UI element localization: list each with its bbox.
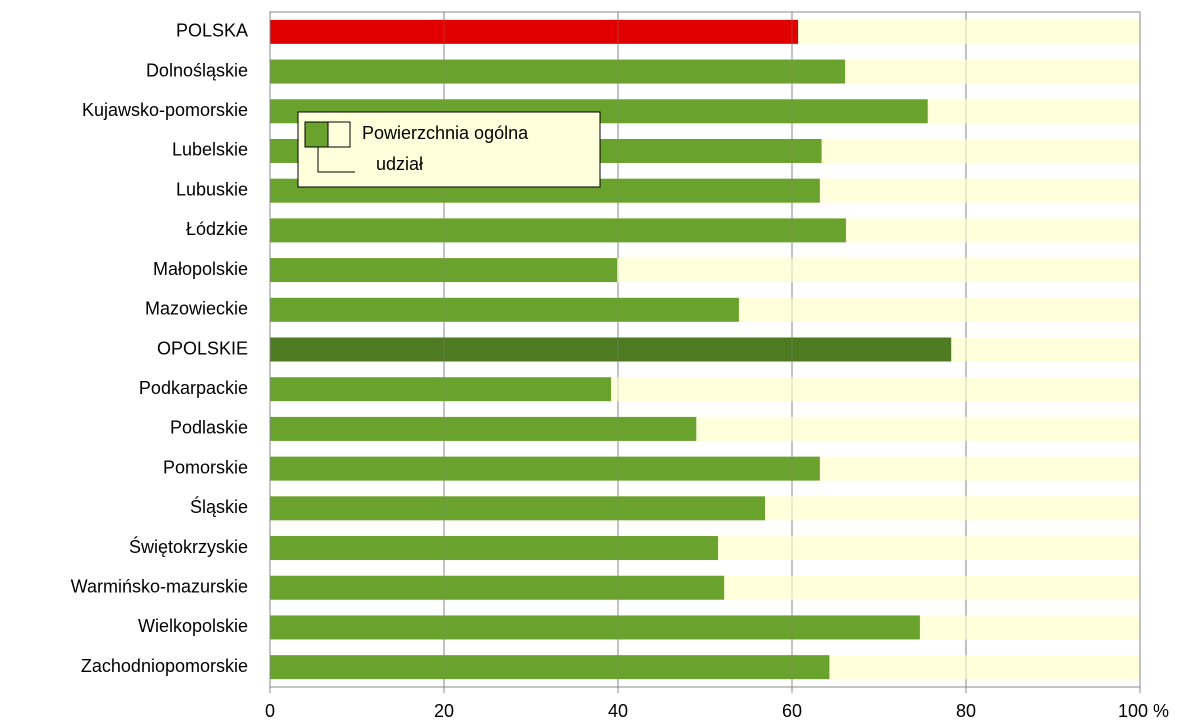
bar bbox=[270, 337, 952, 362]
bar bbox=[270, 575, 725, 600]
legend-leader bbox=[317, 147, 355, 173]
bar bbox=[270, 297, 739, 322]
legend-label: Powierzchnia ogólna bbox=[362, 123, 529, 143]
bar bbox=[270, 496, 766, 521]
bar bbox=[270, 615, 920, 640]
bar bbox=[270, 19, 799, 44]
y-tick-label: Podkarpackie bbox=[139, 378, 248, 398]
y-tick-label: Dolnośląskie bbox=[146, 60, 248, 80]
bar bbox=[270, 655, 830, 680]
y-tick-label: Łódzkie bbox=[186, 219, 248, 239]
y-tick-label: Wielkopolskie bbox=[138, 616, 248, 636]
y-tick-label: Pomorskie bbox=[163, 457, 248, 477]
x-tick-label: 100 % bbox=[1118, 701, 1169, 721]
y-tick-label: Kujawsko-pomorskie bbox=[82, 100, 248, 120]
x-tick-label: 80 bbox=[956, 701, 976, 721]
legend-swatch-udzial bbox=[304, 121, 329, 148]
y-tick-label: Małopolskie bbox=[153, 259, 248, 279]
y-tick-label: Mazowieckie bbox=[145, 299, 248, 319]
y-tick-label: OPOLSKIE bbox=[157, 338, 248, 358]
bar bbox=[270, 59, 846, 84]
bar bbox=[270, 456, 820, 481]
y-tick-label: Warmińsko-mazurskie bbox=[71, 576, 248, 596]
y-tick-label: Lubelskie bbox=[172, 140, 248, 160]
x-tick-label: 40 bbox=[608, 701, 628, 721]
bar bbox=[270, 536, 719, 561]
bar bbox=[270, 416, 697, 441]
y-tick-label: Lubuskie bbox=[176, 179, 248, 199]
bar bbox=[270, 258, 618, 283]
y-tick-label: Śląskie bbox=[190, 496, 248, 517]
legend-swatch-total bbox=[327, 121, 351, 148]
y-tick-label: POLSKA bbox=[176, 21, 248, 41]
bar bbox=[270, 377, 612, 402]
y-tick-label: Świętokrzyskie bbox=[129, 536, 248, 557]
x-tick-label: 20 bbox=[434, 701, 454, 721]
x-tick-label: 0 bbox=[265, 701, 275, 721]
bar bbox=[270, 218, 846, 243]
y-tick-label: Podlaskie bbox=[170, 418, 248, 438]
x-tick-label: 60 bbox=[782, 701, 802, 721]
legend-label: udział bbox=[376, 154, 423, 174]
y-tick-label: Zachodniopomorskie bbox=[81, 656, 248, 676]
plot-border bbox=[269, 11, 1141, 688]
